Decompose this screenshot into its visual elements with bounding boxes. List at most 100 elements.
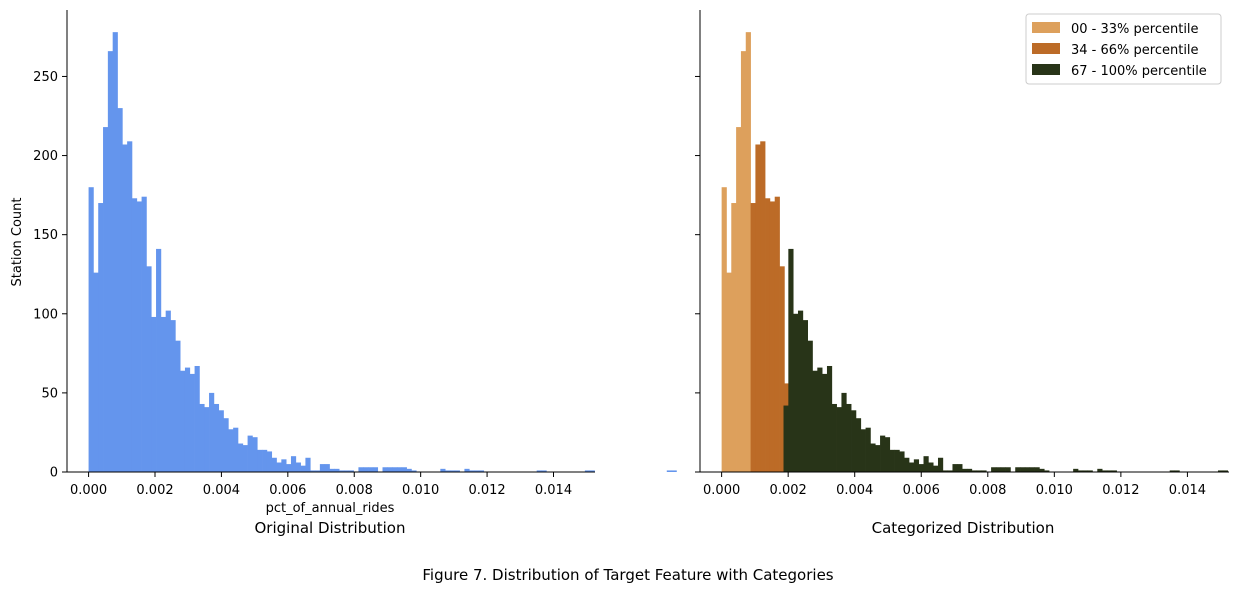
x-tick-label: 0.002 xyxy=(136,483,173,498)
histogram-bar xyxy=(1020,467,1026,472)
histogram-bar xyxy=(1000,467,1006,472)
legend: 00 - 33% percentile 34 - 66% percentile … xyxy=(1025,13,1222,85)
y-tick-label: 0 xyxy=(50,466,58,481)
histogram-bar xyxy=(319,464,326,472)
categorized-histogram-bars xyxy=(721,32,1228,473)
y-tick-label: 200 xyxy=(33,149,58,164)
histogram-bar xyxy=(228,429,234,472)
histogram-bar xyxy=(1005,467,1011,472)
x-tick-label: 0.004 xyxy=(836,483,873,498)
histogram-bar xyxy=(233,427,239,472)
histogram-bar xyxy=(976,470,982,472)
histogram-bar xyxy=(904,457,910,472)
histogram-bar xyxy=(933,465,939,472)
histogram-bar xyxy=(204,407,210,472)
histogram-bar xyxy=(797,310,804,472)
histogram-bar xyxy=(937,457,944,472)
histogram-bar xyxy=(760,141,766,472)
histogram-bar xyxy=(213,403,220,472)
histogram-bar xyxy=(348,470,354,472)
histogram-bar xyxy=(223,418,229,472)
histogram-bar xyxy=(247,435,253,472)
histogram-bar xyxy=(541,470,547,472)
histogram-bar xyxy=(271,457,277,472)
legend-frame xyxy=(1025,13,1222,85)
histogram-bar xyxy=(860,429,866,472)
histogram-bar xyxy=(1097,468,1103,472)
histogram-bar xyxy=(841,392,847,472)
histogram-bar xyxy=(295,462,301,472)
histogram-bar xyxy=(957,464,963,472)
histogram-bar xyxy=(368,467,374,472)
histogram-bar xyxy=(156,248,162,472)
histogram-bar xyxy=(671,470,677,472)
left-x-axis-label: pct_of_annual_rides xyxy=(266,501,395,516)
histogram-bar xyxy=(127,141,133,472)
histogram-bar xyxy=(401,467,407,472)
histogram-bar xyxy=(918,464,924,472)
histogram-bar xyxy=(865,427,871,472)
histogram-bar xyxy=(721,187,727,472)
histogram-bar xyxy=(793,313,799,472)
histogram-bar xyxy=(387,467,393,472)
x-tick-label: 0.012 xyxy=(1102,483,1139,498)
histogram-bar xyxy=(836,407,842,472)
x-tick-label: 0.004 xyxy=(203,483,240,498)
histogram-bar xyxy=(464,468,470,472)
legend-label-mid: 34 - 66% percentile xyxy=(1071,43,1199,58)
histogram-bar xyxy=(449,470,456,472)
histogram-bar xyxy=(726,272,732,472)
histogram-bar xyxy=(884,437,891,472)
histogram-bar xyxy=(855,418,862,472)
histogram-bar xyxy=(740,51,747,472)
figure-caption: Figure 7. Distribution of Target Feature… xyxy=(422,566,833,584)
left-y-axis-label: Station Count xyxy=(10,198,25,287)
histogram-bar xyxy=(750,203,756,472)
histogram-bar xyxy=(1106,470,1113,472)
histogram-bar xyxy=(372,467,379,472)
histogram-bar xyxy=(731,203,737,472)
histogram-bar xyxy=(262,449,268,472)
legend-swatch-mid xyxy=(1032,43,1060,54)
histogram-bar xyxy=(1039,468,1045,472)
histogram-bar xyxy=(98,203,104,472)
histogram-bar xyxy=(899,451,905,472)
histogram-bar xyxy=(474,470,480,472)
histogram-bar xyxy=(131,198,138,472)
histogram-bar xyxy=(290,456,297,472)
y-tick-label: 100 xyxy=(33,307,58,322)
histogram-bar xyxy=(184,367,191,472)
histogram-bar xyxy=(909,462,915,472)
histogram-bar xyxy=(802,320,808,472)
histogram-bar xyxy=(894,449,900,472)
histogram-bar xyxy=(454,470,460,472)
histogram-bar xyxy=(194,365,200,472)
histogram-bar xyxy=(942,470,948,472)
histogram-bar xyxy=(175,340,181,472)
histogram-bar xyxy=(363,467,369,472)
histogram-bar xyxy=(199,403,205,472)
histogram-bar xyxy=(107,51,114,472)
histogram-bar xyxy=(1044,470,1050,472)
histogram-bar xyxy=(971,470,977,472)
histogram-bar xyxy=(93,272,99,472)
histogram-bar xyxy=(745,32,751,473)
histogram-bar xyxy=(237,443,244,472)
histogram-bar xyxy=(1082,470,1088,472)
histogram-bar xyxy=(774,196,780,472)
original-distribution-panel: 0.000 0.002 0.004 0.006 0.008 0.010 0.012 0.014… xyxy=(10,10,677,537)
x-tick-label: 0.002 xyxy=(770,483,807,498)
original-histogram-bars xyxy=(88,32,677,473)
histogram-bar xyxy=(981,470,987,472)
legend-label-low: 00 - 33% percentile xyxy=(1071,22,1199,37)
histogram-bar xyxy=(889,449,895,472)
histogram-bar xyxy=(1217,470,1224,472)
histogram-bar xyxy=(382,467,388,472)
histogram-bar xyxy=(779,266,785,472)
histogram-bar xyxy=(783,405,789,472)
histogram-bar xyxy=(817,367,823,472)
histogram-bar xyxy=(343,470,350,472)
histogram-bar xyxy=(1077,470,1084,472)
histogram-bar xyxy=(962,468,968,472)
